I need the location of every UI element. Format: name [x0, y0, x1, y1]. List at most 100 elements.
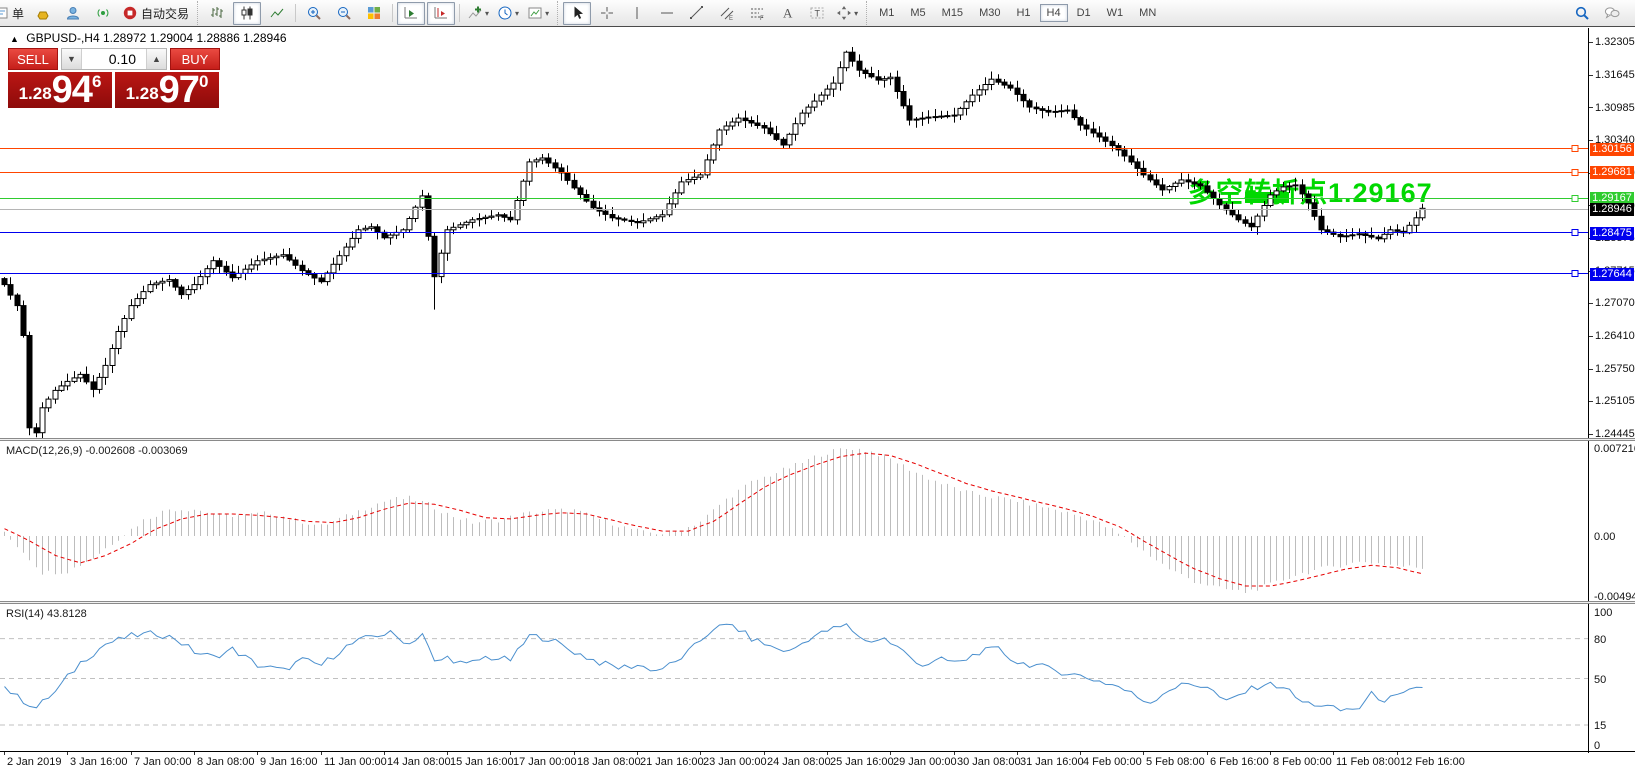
price-tick-label: 1.25750: [1589, 363, 1635, 375]
periods-button[interactable]: ▾: [494, 2, 522, 25]
line-handle[interactable]: [1571, 229, 1579, 236]
current-price-label: 1.28946: [1590, 203, 1634, 216]
ask-price-display[interactable]: 1.28 97 0: [115, 71, 219, 109]
ohlc-open: 1.28972: [102, 31, 147, 45]
text-button[interactable]: A: [773, 2, 801, 25]
new-order-button[interactable]: 单: [0, 2, 27, 25]
collapse-panel-arrow[interactable]: ▲: [10, 34, 19, 44]
timeframe-m1-button[interactable]: M1: [879, 7, 895, 19]
indicators-icon: [468, 6, 482, 19]
chart-highlight-box[interactable]: [1245, 191, 1289, 203]
cursor-button[interactable]: [563, 1, 592, 25]
fibonacci-button[interactable]: F: [743, 2, 771, 25]
line-handle[interactable]: [1571, 195, 1579, 202]
bid-price-display[interactable]: 1.28 94 6: [8, 71, 112, 109]
macd-axis-label: 0.00: [1594, 531, 1616, 543]
bar-chart-button[interactable]: [203, 2, 231, 25]
autoscroll-icon: [404, 7, 418, 19]
price-tick-label: 1.26410: [1589, 330, 1635, 342]
time-tick: [1333, 752, 1334, 755]
time-tick: [67, 752, 68, 755]
price-axis[interactable]: 1.323051.316451.309851.303401.296801.290…: [1589, 28, 1635, 752]
time-axis-label: 17 Jan 00:00: [513, 756, 577, 768]
timeframe-m15-button[interactable]: M15: [941, 7, 964, 19]
time-tick: [131, 752, 132, 755]
trendline-button[interactable]: [683, 2, 711, 25]
time-axis-label: 25 Jan 16:00: [830, 756, 894, 768]
time-tick: [637, 752, 638, 755]
auto-scroll-button[interactable]: [397, 1, 426, 25]
volume-input[interactable]: 0.10: [108, 51, 136, 67]
text-label-button[interactable]: T: [803, 2, 831, 25]
toolbar-group-right: [1563, 1, 1635, 25]
ohlc-high: 1.29004: [149, 31, 194, 45]
volume-increase-button[interactable]: ▲: [146, 49, 166, 69]
timeframe-d1-button[interactable]: D1: [1076, 7, 1091, 19]
time-axis-label: 12 Feb 16:00: [1400, 756, 1465, 768]
time-tick: [4, 752, 5, 755]
search-icon: [1575, 6, 1589, 20]
vertical-line-button[interactable]: [623, 2, 651, 25]
arrows-button[interactable]: ▾: [833, 2, 861, 25]
time-tick: [700, 752, 701, 755]
dropdown-arrow-icon[interactable]: ▾: [515, 8, 520, 18]
zoom-out-button[interactable]: [330, 2, 358, 25]
dropdown-arrow-icon[interactable]: ▾: [545, 8, 550, 18]
price-tick-label: 1.27070: [1589, 297, 1635, 309]
volume-decrease-button[interactable]: ▼: [62, 49, 82, 69]
templates-button[interactable]: ▾: [524, 2, 552, 25]
search-button[interactable]: [1568, 2, 1596, 25]
autotrading-button[interactable]: 自动交易: [119, 2, 192, 25]
rsi-axis-label: 0: [1594, 740, 1601, 752]
line-handle[interactable]: [1571, 270, 1579, 277]
chat-button[interactable]: [1598, 2, 1626, 25]
timeframe-h4-button[interactable]: H4: [1039, 4, 1068, 22]
line-handle[interactable]: [1571, 169, 1579, 176]
time-axis-label: 3 Jan 16:00: [70, 756, 128, 768]
macd-pane[interactable]: [0, 441, 1588, 601]
line-price-label: 1.27644: [1590, 268, 1634, 281]
macd-signal-line: [4, 452, 1423, 587]
zoom-in-button[interactable]: [300, 2, 328, 25]
timeframe-h1-button[interactable]: H1: [1016, 7, 1031, 19]
time-axis-label: 5 Feb 08:00: [1146, 756, 1205, 768]
pane-bottom-border: [0, 751, 1635, 752]
dropdown-arrow-icon[interactable]: ▾: [485, 8, 490, 18]
equidistant-channel-button[interactable]: E: [713, 2, 741, 25]
horizontal-line-button[interactable]: [653, 2, 681, 25]
signals-button[interactable]: [89, 2, 117, 25]
sell-button[interactable]: SELL: [8, 48, 58, 70]
timeframe-w1-button[interactable]: W1: [1106, 7, 1124, 19]
community-button[interactable]: [59, 2, 87, 25]
macd-indicator-label: MACD(12,26,9) -0.002608 -0.003069: [6, 445, 188, 457]
dropdown-arrow-icon[interactable]: ▾: [854, 8, 859, 18]
time-axis[interactable]: 2 Jan 2019 3 Jan 16:00 7 Jan 00:00 8 Jan 08…: [0, 752, 1635, 772]
timeframe-m5-button[interactable]: M5: [910, 7, 926, 19]
chart-shift-button[interactable]: [427, 1, 456, 25]
tile-windows-button[interactable]: [360, 2, 388, 25]
main-price-pane[interactable]: [0, 28, 1588, 438]
price-tick-label: 1.30985: [1589, 102, 1635, 114]
line-handle[interactable]: [1571, 145, 1579, 152]
line-chart-button[interactable]: [263, 2, 291, 25]
toolbar-group-trading: 单 自动交易: [0, 1, 197, 25]
pane-separator-2[interactable]: [0, 601, 1635, 604]
time-axis-label: 8 Jan 08:00: [197, 756, 255, 768]
svg-text:F: F: [760, 16, 764, 21]
pane-separator-1[interactable]: [0, 438, 1635, 441]
toolbar-group-drawing: E F A T ▾: [557, 1, 866, 25]
cursor-icon: [574, 6, 584, 19]
candlestick-chart-button[interactable]: [233, 1, 262, 25]
rsi-pane[interactable]: [0, 604, 1588, 752]
metaquotes-button[interactable]: [29, 2, 57, 25]
price-tick-label: 1.31645: [1589, 69, 1635, 81]
line-price-label: 1.29681: [1590, 166, 1634, 179]
bid-prefix: 1.28: [18, 84, 52, 103]
crosshair-button[interactable]: [593, 2, 621, 25]
autotrade-icon: [123, 6, 137, 20]
time-tick: [194, 752, 195, 755]
timeframe-m30-button[interactable]: M30: [979, 7, 1001, 19]
indicators-button[interactable]: ▾: [464, 2, 492, 25]
buy-button[interactable]: BUY: [170, 48, 220, 70]
timeframe-mn-button[interactable]: MN: [1139, 7, 1157, 19]
